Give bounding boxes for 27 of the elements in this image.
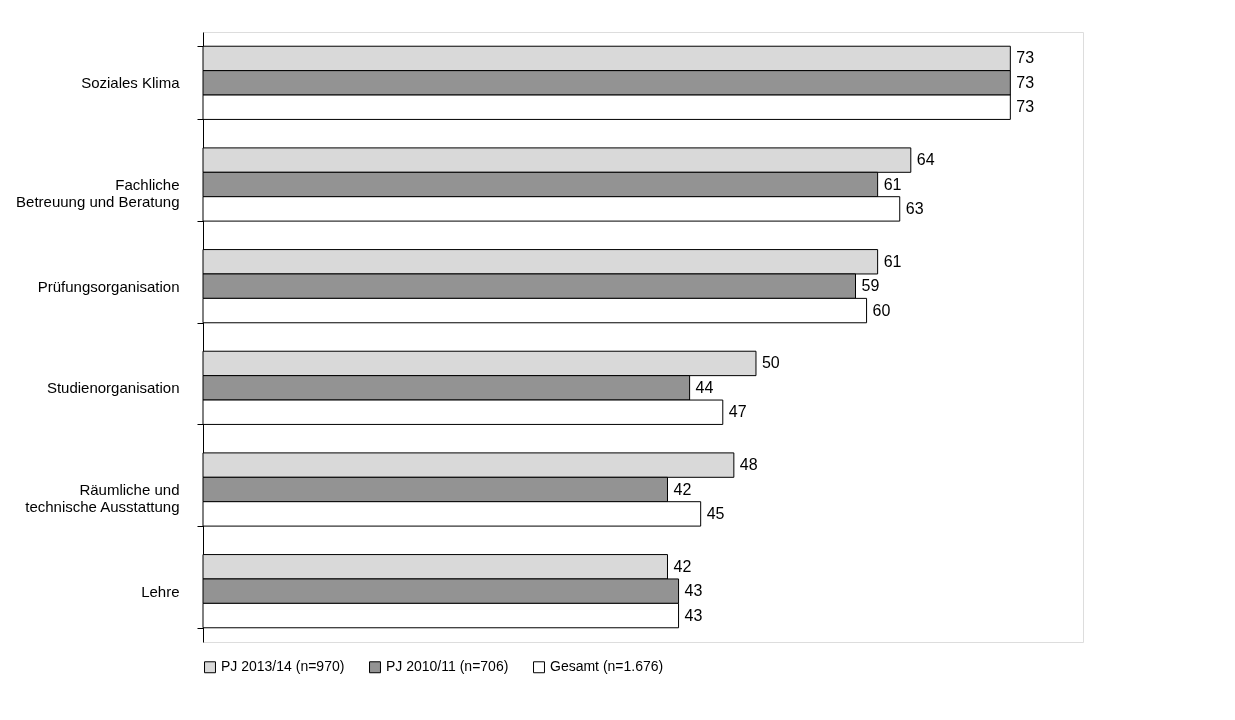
data-label: 60	[872, 301, 891, 319]
data-label: 45	[706, 504, 725, 522]
data-label: 44	[695, 378, 714, 396]
legend-label: PJ 2010/11 (n=706)	[386, 658, 509, 675]
data-label: 73	[1016, 49, 1035, 67]
data-label: 47	[728, 403, 747, 421]
data-label: 43	[684, 606, 703, 624]
data-label: 42	[673, 557, 692, 575]
data-label: 73	[1016, 98, 1035, 116]
data-label: 63	[905, 199, 924, 217]
y-tick-label: Prüfungsorganisation	[37, 277, 180, 295]
legend-label: PJ 2013/14 (n=970)	[221, 658, 345, 675]
data-label: 59	[861, 277, 880, 295]
y-tick-label: Lehre	[141, 582, 180, 600]
y-tick-label: Fachliche Betreuung und Beratung	[16, 176, 180, 210]
data-label: 73	[1016, 73, 1035, 91]
data-label: 50	[761, 354, 780, 372]
data-label: 61	[883, 175, 902, 193]
data-label: 48	[739, 456, 758, 474]
data-label: 61	[883, 252, 902, 270]
y-tick-label: Räumliche und technische Ausstattung	[25, 481, 180, 515]
data-label: 64	[916, 151, 935, 169]
data-label: 42	[673, 480, 692, 498]
data-label: 43	[684, 582, 703, 600]
legend-label: Gesamt (n=1.676)	[550, 658, 664, 675]
y-tick-label: Soziales Klima	[81, 74, 181, 92]
y-tick-label: Studienorganisation	[46, 379, 180, 397]
